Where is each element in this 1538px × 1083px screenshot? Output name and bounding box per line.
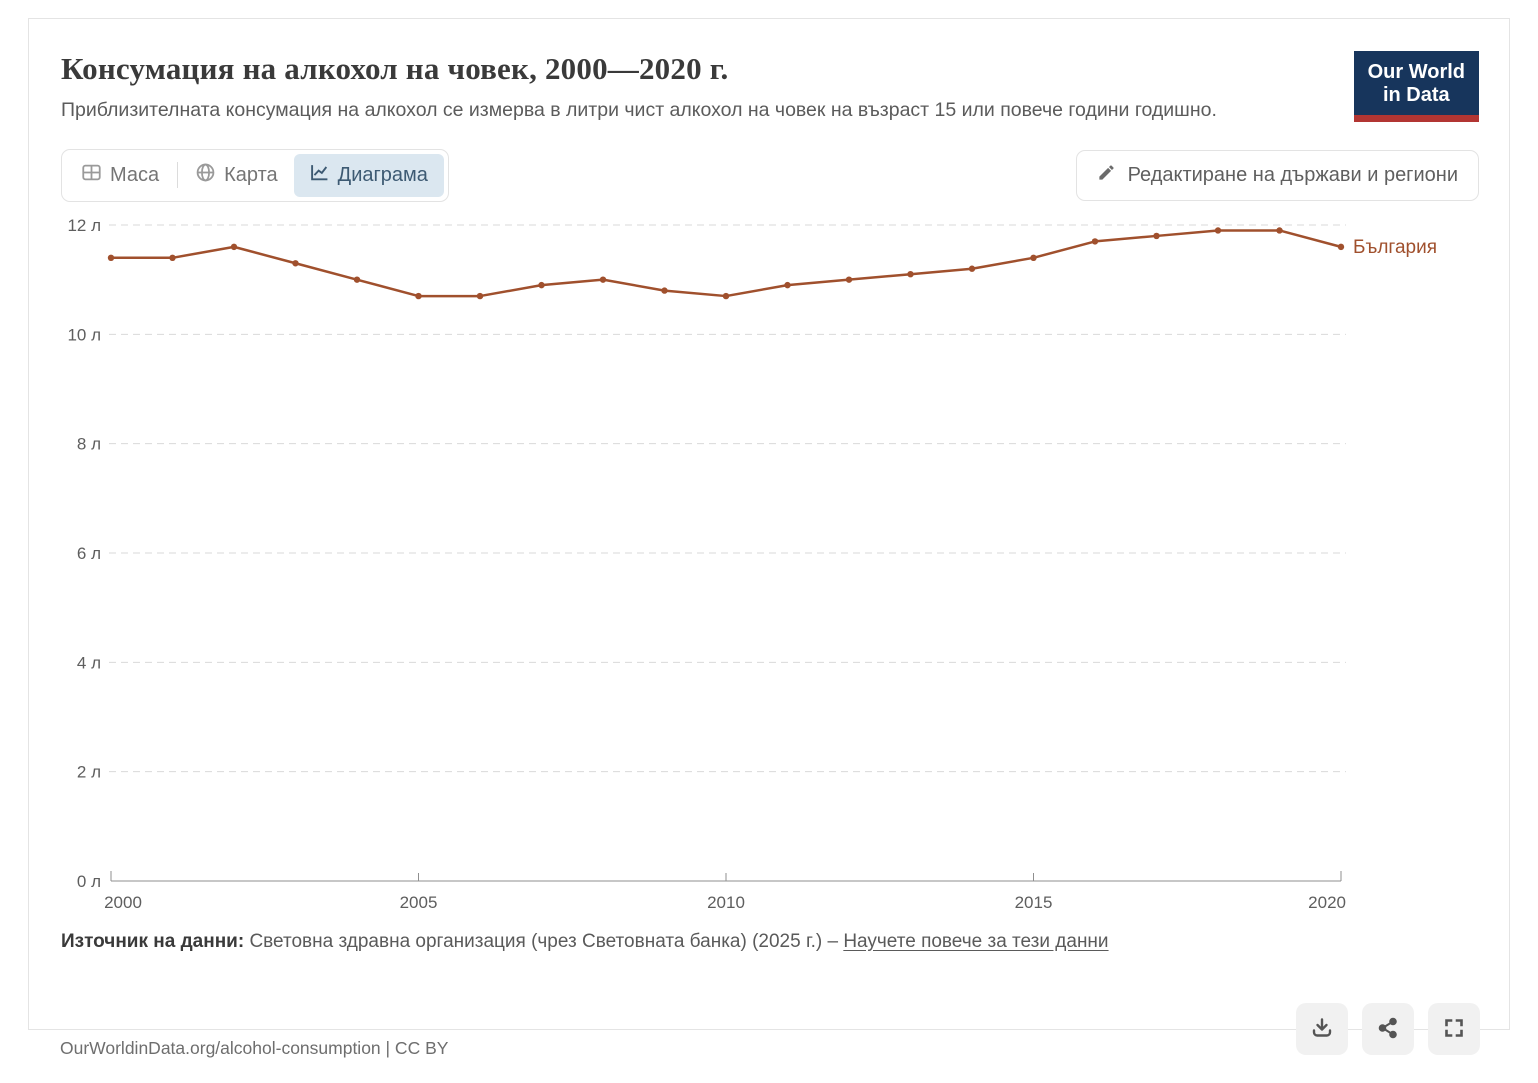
tab-chart[interactable]: Диаграма <box>293 153 444 197</box>
svg-text:2005: 2005 <box>400 893 438 912</box>
tab-map-label: Карта <box>224 163 278 186</box>
share-button[interactable] <box>1362 1003 1414 1055</box>
svg-text:2 л: 2 л <box>77 762 101 781</box>
fullscreen-button[interactable] <box>1428 1003 1480 1055</box>
controls-row: Маса Карта <box>61 148 1479 202</box>
line-chart-icon <box>310 163 329 188</box>
svg-text:България: България <box>1353 237 1437 258</box>
chart-svg[interactable]: 0 л 2 л 4 л 6 л 8 л 10 л 12 л 2000 2005 2010 2015 2… <box>61 206 1481 921</box>
owid-logo-line1: Our World <box>1367 61 1465 83</box>
svg-text:2015: 2015 <box>1015 893 1053 912</box>
tab-table[interactable]: Маса <box>66 154 175 197</box>
svg-text:2020: 2020 <box>1308 893 1346 912</box>
learn-more-link[interactable]: Научете повече за тези данни <box>843 930 1109 952</box>
page-title: Консумация на алкохол на човек, 2000—202… <box>61 51 729 86</box>
pencil-icon <box>1097 163 1116 188</box>
owid-logo-line2: in Data <box>1382 84 1450 106</box>
source-note: Източник на данни: Световна здравна орга… <box>61 928 1221 956</box>
footer-row: OurWorldinData.org/alcohol-consumption |… <box>28 1003 1510 1059</box>
chart-area: 0 л 2 л 4 л 6 л 8 л 10 л 12 л 2000 2005 2010 2015 2… <box>61 206 1479 926</box>
share-icon <box>1376 1016 1400 1043</box>
svg-text:8 л: 8 л <box>77 434 101 453</box>
owid-logo[interactable]: Our World in Data <box>1353 51 1479 122</box>
svg-text:4 л: 4 л <box>77 653 101 672</box>
fullscreen-icon <box>1442 1016 1466 1043</box>
svg-text:2000: 2000 <box>104 893 142 912</box>
chart-subtitle: Приблизителната консумация на алкохол се… <box>61 99 1217 121</box>
download-button[interactable] <box>1296 1003 1348 1055</box>
source-label: Източник на данни: <box>61 930 245 952</box>
globe-icon <box>196 163 215 188</box>
action-buttons <box>1296 1003 1480 1055</box>
download-icon <box>1310 1016 1334 1043</box>
svg-text:12 л: 12 л <box>67 216 101 235</box>
edit-countries-button[interactable]: Редактиране на държави и региони <box>1075 149 1479 201</box>
svg-text:6 л: 6 л <box>77 544 101 563</box>
table-icon <box>82 163 101 188</box>
view-tabs: Маса Карта <box>61 148 449 202</box>
svg-text:0 л: 0 л <box>77 872 101 891</box>
svg-text:10 л: 10 л <box>67 325 101 344</box>
tab-chart-label: Диаграма <box>337 163 428 186</box>
tab-table-label: Маса <box>110 163 160 186</box>
source-dash: – <box>827 930 839 952</box>
edit-countries-label: Редактиране на държави и региони <box>1127 163 1458 186</box>
tab-map[interactable]: Карта <box>180 154 294 197</box>
svg-text:2010: 2010 <box>707 893 745 912</box>
source-text: Световна здравна организация (чрез Свето… <box>249 930 823 952</box>
citation-url: OurWorldinData.org/alcohol-consumption |… <box>60 1038 449 1058</box>
tab-divider <box>177 162 179 189</box>
chart-card: Консумация на алкохол на човек, 2000—202… <box>28 18 1510 1030</box>
